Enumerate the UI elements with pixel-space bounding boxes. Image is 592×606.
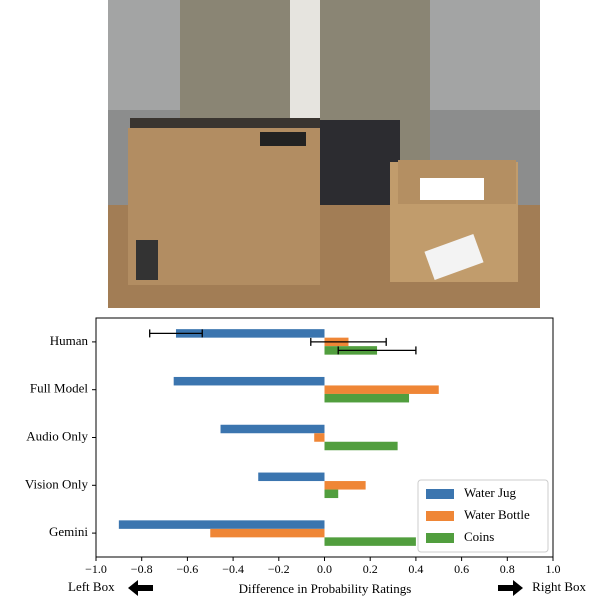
x-tick-label: 0.6 [454, 562, 469, 576]
legend-label: Water Jug [464, 485, 517, 500]
bar [175, 329, 325, 338]
y-tick-label: Full Model [30, 381, 89, 396]
bar [324, 441, 398, 451]
y-tick-label: Gemini [49, 524, 88, 539]
x-tick-label: −1.0 [85, 562, 107, 576]
x-axis-label: Difference in Probability Ratings [239, 581, 412, 596]
y-tick-label: Vision Only [25, 476, 89, 491]
bar [220, 424, 325, 434]
x-tick-label: 0.0 [317, 562, 332, 576]
legend-label: Water Bottle [464, 507, 530, 522]
x-tick-label: −0.8 [131, 562, 153, 576]
bar [314, 433, 325, 442]
x-tick-label: 0.4 [408, 562, 423, 576]
x-tick-label: 0.2 [363, 562, 378, 576]
y-tick-label: Human [50, 333, 89, 348]
x-tick-label: 0.8 [500, 562, 515, 576]
photo [108, 0, 540, 308]
y-tick-label: Audio Only [26, 428, 88, 443]
legend-swatch [426, 511, 454, 521]
legend-label: Coins [464, 529, 494, 544]
error-bar [310, 337, 387, 346]
bar [324, 385, 439, 394]
bar [324, 481, 366, 490]
bar [324, 537, 416, 546]
x-tick-label: −0.6 [177, 562, 199, 576]
annotation-arrows [128, 580, 523, 596]
annotation: Right Box [532, 579, 586, 594]
x-tick-label: 1.0 [546, 562, 561, 576]
annotation: Left Box [68, 579, 115, 594]
error-bar [149, 329, 203, 338]
legend-swatch [426, 533, 454, 543]
error-bar [337, 346, 417, 355]
bar [258, 472, 325, 482]
x-tick-label: −0.2 [268, 562, 290, 576]
bar [173, 376, 325, 386]
bar [324, 489, 339, 499]
bar [210, 528, 325, 538]
bar [324, 393, 410, 403]
legend-swatch [426, 489, 454, 499]
bar [118, 520, 325, 529]
x-tick-label: −0.4 [222, 562, 244, 576]
